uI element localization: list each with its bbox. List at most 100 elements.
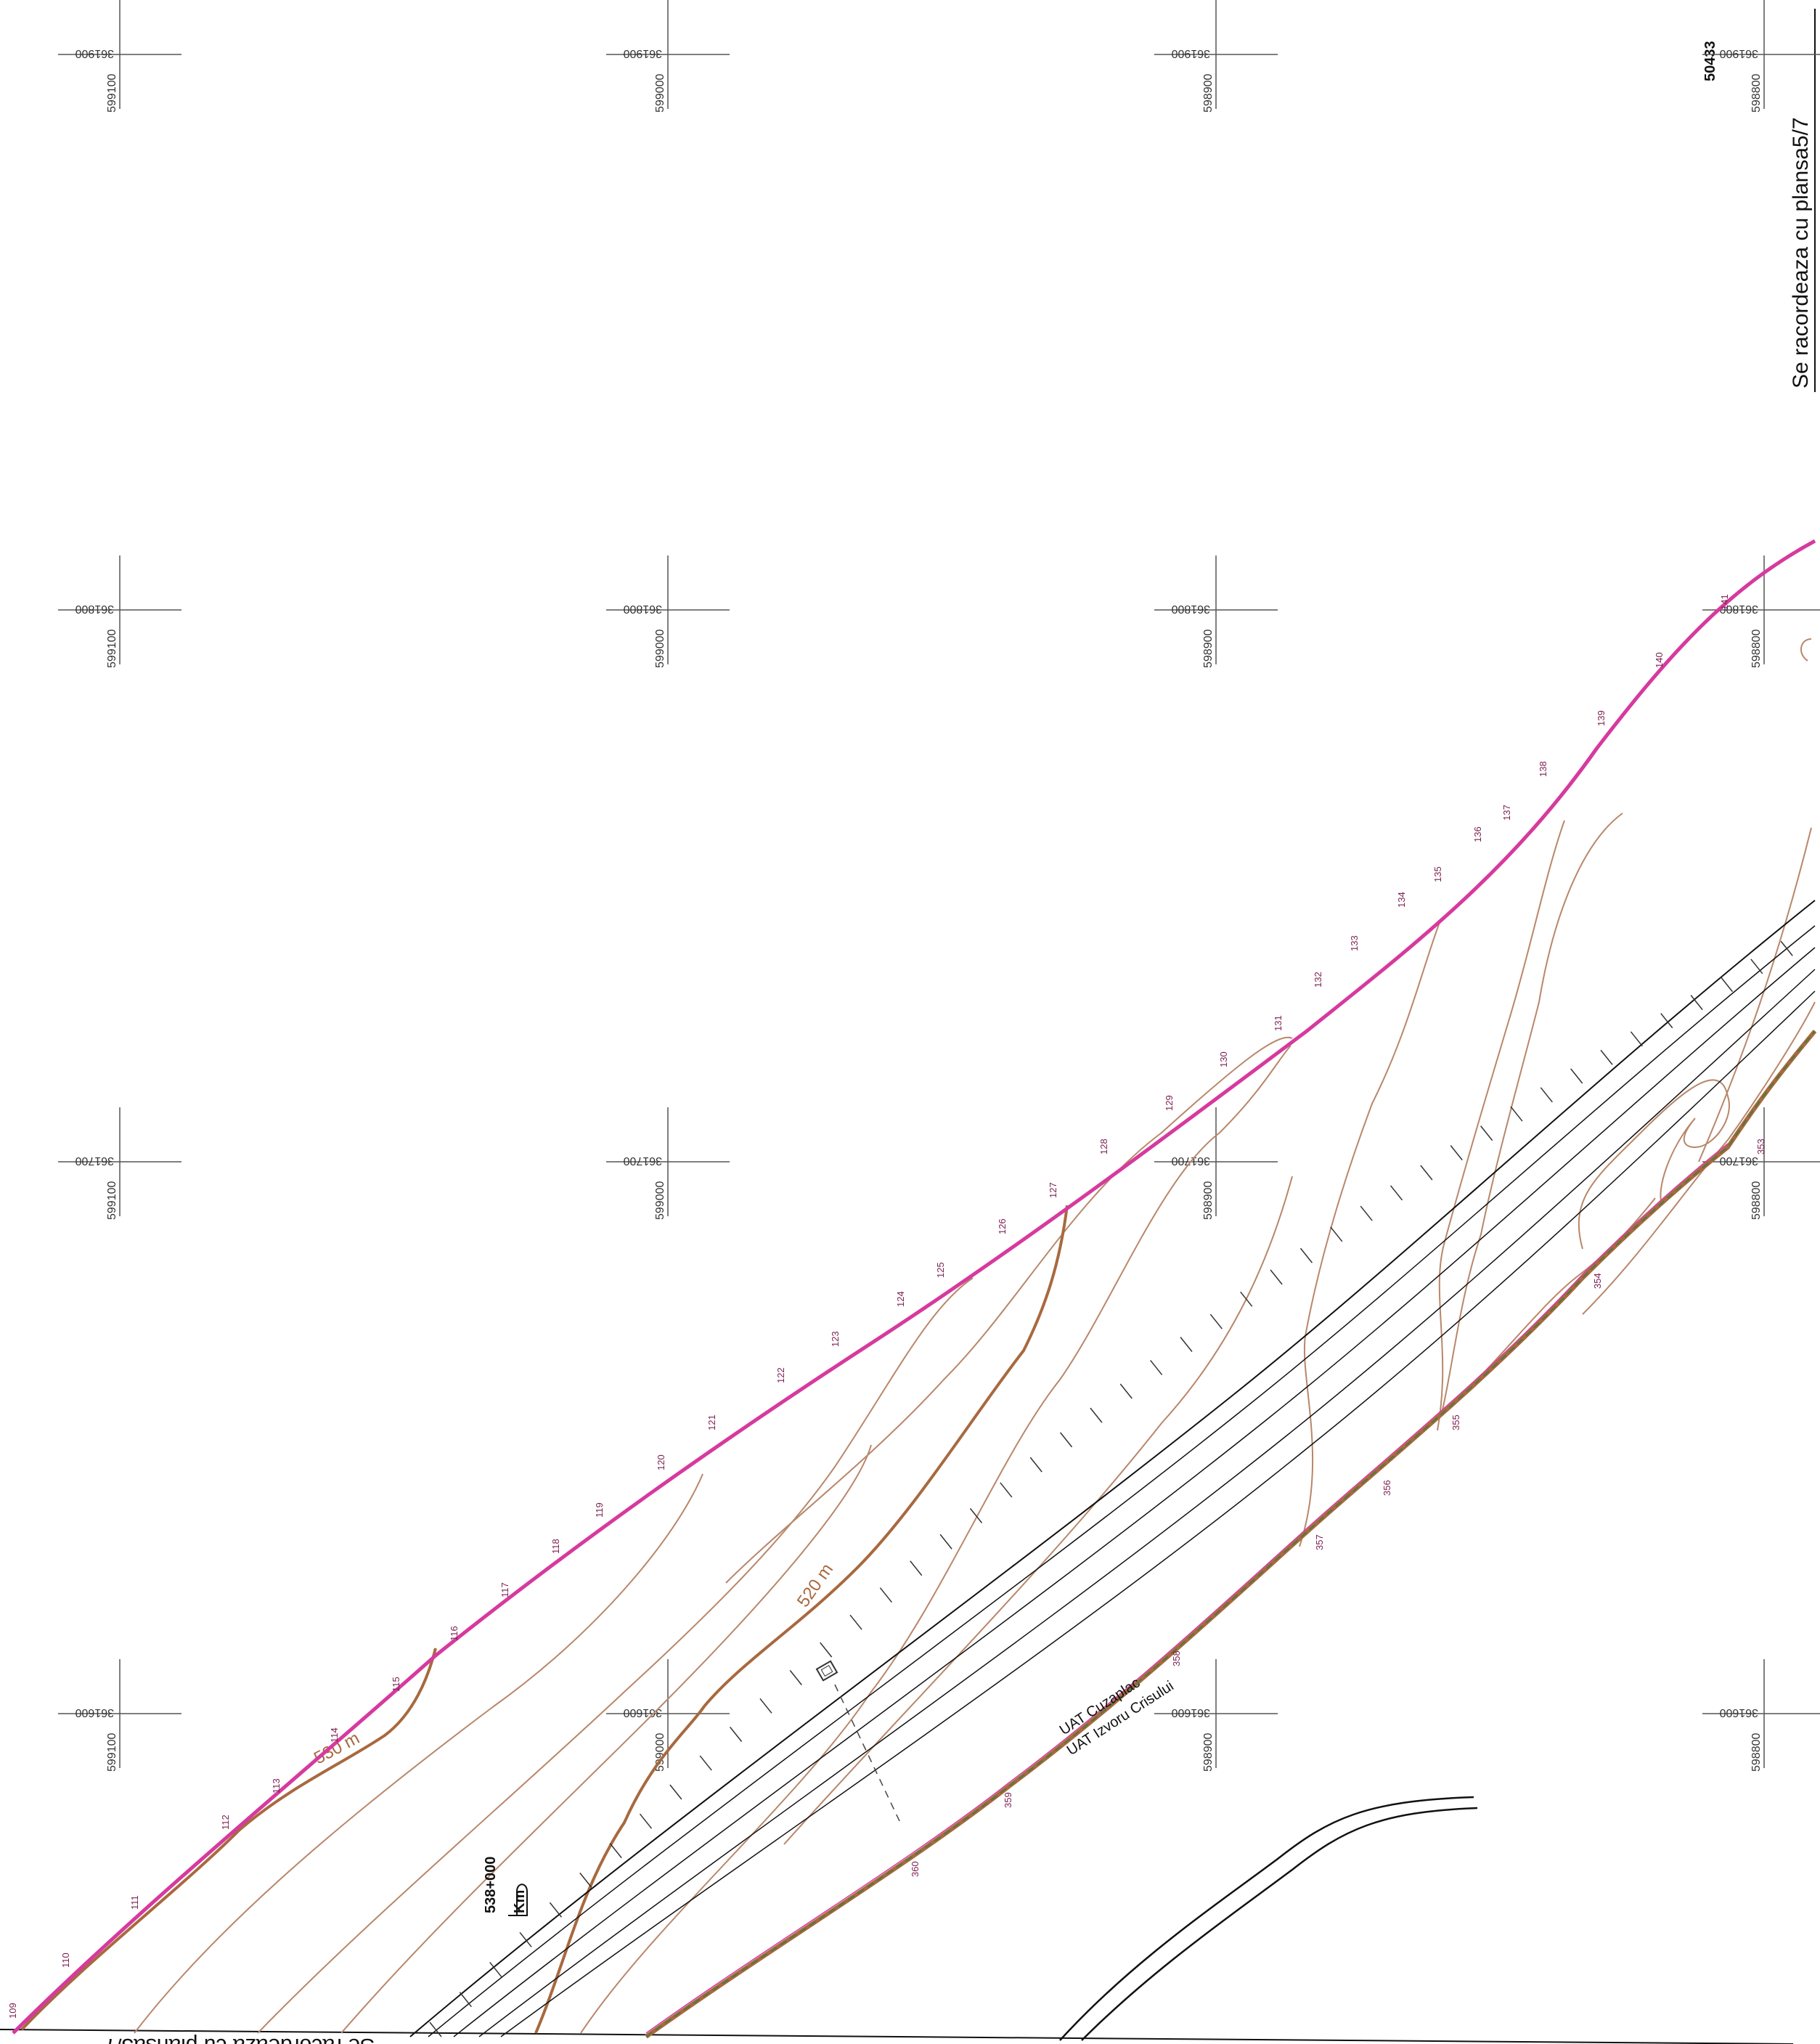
parcel-point-label: 136	[1472, 826, 1483, 842]
index-contours	[20, 1205, 1069, 2034]
parcel-point-label: 128	[1098, 1139, 1109, 1155]
contour-line	[1299, 918, 1442, 1547]
rail-tie	[1540, 1087, 1553, 1103]
coordinate-grid: 3619005991003619005990003619005989003619…	[58, 0, 1820, 1772]
link-bottom-text: Se racordeaza cu plansa3/7	[103, 2034, 375, 2044]
contour-530m	[20, 1648, 437, 2031]
rail-tie	[639, 1813, 653, 1829]
map-bottom-edge	[0, 2029, 1794, 2044]
grid-easting-label: 598800	[1750, 1181, 1763, 1220]
contour-line	[1437, 820, 1565, 1431]
grid-northing-label: 361600	[624, 1706, 662, 1719]
parcel-point-label: 124	[895, 1291, 906, 1307]
rail-tie	[1390, 1185, 1403, 1201]
grid-cross: 361900 599100	[58, 0, 181, 113]
parcel-boundary-north	[12, 539, 1816, 2035]
thin-contours	[134, 638, 1816, 2034]
rail-tie	[1059, 1432, 1073, 1448]
rail-tie	[669, 1784, 682, 1800]
rail-tie	[849, 1614, 862, 1630]
parcel-point-label: 121	[706, 1414, 717, 1430]
parcel-point-label: 125	[935, 1262, 946, 1278]
parcel-point-label: 111	[129, 1895, 140, 1910]
rail-tie	[1000, 1482, 1013, 1498]
parcel-point-label: 127	[1048, 1182, 1058, 1198]
grid-easting-label: 599100	[106, 630, 118, 668]
rail-tie	[1240, 1291, 1253, 1307]
grid-cross: 361800 598800	[1702, 555, 1820, 668]
parcel-point-label: 356	[1382, 1480, 1392, 1496]
rail-tie	[1299, 1247, 1313, 1263]
grid-easting-label: 598900	[1202, 1733, 1215, 1772]
road-edge	[1081, 1807, 1478, 2041]
parcel-point-label: 119	[594, 1502, 605, 1518]
parcel-point-label: 140	[1654, 652, 1665, 668]
grid-cross: 361700 598800	[1702, 1107, 1820, 1220]
grid-easting-label: 599000	[654, 1733, 666, 1772]
rail-tie	[1720, 977, 1734, 993]
rail-tie	[879, 1587, 892, 1603]
parcel-point-label: 141	[1719, 594, 1730, 610]
rail-tie	[939, 1534, 952, 1550]
local-road	[1059, 1796, 1478, 2041]
parcel-point-label: 123	[830, 1331, 841, 1347]
km-value: 538+000	[483, 1857, 499, 1913]
parcel-point-label: 132	[1313, 972, 1323, 988]
grid-northing-label: 361900	[76, 47, 114, 60]
uat-boundary-inner	[645, 1030, 1816, 2037]
rail-tie	[1090, 1407, 1103, 1423]
grid-easting-label: 599100	[106, 1181, 118, 1220]
parcel-point-label: 120	[656, 1454, 666, 1470]
parcel-point-label: 138	[1538, 761, 1548, 777]
grid-cross: 361600 598800	[1702, 1659, 1820, 1772]
parcel-point-label: 118	[550, 1539, 561, 1554]
grid-northing-label: 361600	[76, 1706, 114, 1719]
contour-line	[1582, 1001, 1816, 1315]
rail-tie	[549, 1902, 563, 1918]
rail-tie	[1510, 1106, 1523, 1122]
road-edge-north	[409, 900, 1816, 2037]
contour-520m	[534, 1205, 1069, 2034]
rail-tie	[699, 1755, 712, 1771]
rail-line-3	[478, 969, 1816, 2037]
parcel-point-label: 355	[1450, 1414, 1461, 1430]
rail-line-4	[500, 990, 1816, 2037]
grid-northing-label: 361900	[1720, 47, 1758, 60]
rail-tie	[1450, 1145, 1463, 1161]
km-post-icon	[508, 1884, 528, 1916]
rail-tie	[1180, 1337, 1193, 1352]
rail-tie	[1119, 1383, 1133, 1399]
grid-cross: 361900 598800	[1702, 0, 1820, 113]
parcel-point-label: 359	[1003, 1792, 1013, 1808]
parcel-point-label: 109	[7, 2003, 18, 2019]
rail-tie	[730, 1727, 743, 1742]
grid-northing-label: 361900	[1172, 47, 1210, 60]
contour-line	[340, 1444, 872, 2034]
grid-northing-label: 361800	[76, 603, 114, 615]
grid-easting-label: 598800	[1750, 630, 1763, 668]
grid-cross: 361600 599100	[58, 1659, 181, 1772]
rail-tie	[459, 1992, 472, 2008]
grid-easting-label: 598800	[1750, 74, 1763, 113]
grid-easting-label: 598900	[1202, 1181, 1215, 1220]
parcel-point-label: 130	[1218, 1051, 1229, 1067]
rail-tie	[1029, 1457, 1042, 1473]
rail-ties	[429, 940, 1793, 2037]
building-symbol-inner	[820, 1664, 833, 1677]
rail-tie	[579, 1872, 592, 1888]
parcel-point-label: 126	[997, 1218, 1008, 1234]
grid-northing-label: 361700	[1720, 1155, 1758, 1167]
parcel-point-label: 353	[1755, 1139, 1766, 1155]
uat-boundary-magenta	[645, 1143, 1729, 2034]
parcel-point-label: 358	[1171, 1650, 1182, 1666]
rail-tie	[1480, 1125, 1493, 1141]
parcel-point-label: 135	[1432, 866, 1443, 882]
grid-easting-label: 599000	[654, 74, 666, 113]
rail-tie	[820, 1642, 833, 1658]
parcel-point-label: 115	[391, 1677, 401, 1692]
contour-line	[1800, 638, 1812, 661]
parcel-point-label: 122	[775, 1367, 786, 1383]
parcel-point-label: 117	[499, 1582, 510, 1597]
rail-tie	[969, 1507, 983, 1523]
rail-tie	[1750, 958, 1763, 974]
